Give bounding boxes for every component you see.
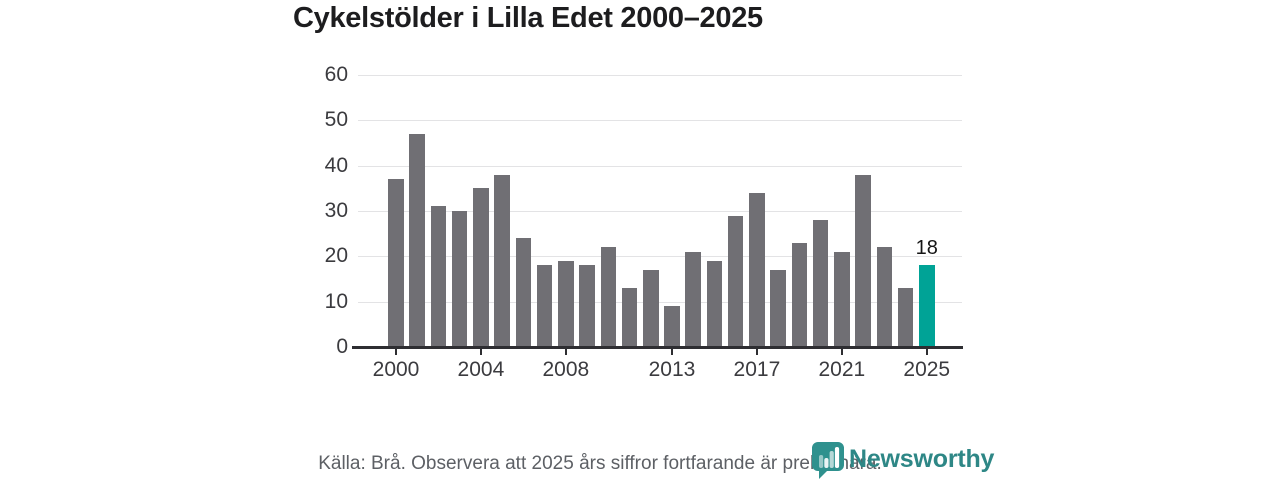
bar-2006 [515, 238, 532, 347]
gridline-10 [358, 301, 962, 303]
bar-2007 [536, 265, 553, 347]
gridline-20 [358, 256, 962, 258]
bar-2014 [685, 251, 701, 347]
y-tick-label-40: 40 [324, 153, 348, 177]
bar-2001 [409, 133, 425, 347]
y-tick-label-30: 30 [324, 199, 348, 222]
x-tick-label-2004: 2004 [457, 358, 505, 381]
y-tick-label-50: 50 [324, 108, 348, 132]
bar-2020 [812, 220, 829, 347]
x-tick-2017 [756, 348, 758, 355]
x-tick-label-2000: 2000 [372, 358, 420, 381]
bar-2000 [388, 179, 404, 347]
bar-2003 [451, 211, 468, 347]
y-tick-label-10: 10 [324, 289, 348, 313]
x-tick-label-2021: 2021 [818, 358, 866, 381]
bar-2022 [855, 174, 871, 347]
source-note: Källa: Brå. Observera att 2025 års siffr… [318, 453, 882, 474]
x-tick-2008 [565, 348, 567, 355]
x-tick-label-2025: 2025 [903, 358, 951, 381]
bar-2009 [579, 265, 595, 347]
gridline-30 [358, 211, 962, 212]
bar-2011 [621, 288, 638, 347]
x-tick-2013 [671, 348, 673, 355]
chart-title: Cykelstölder i Lilla Edet 2000–2025 [293, 2, 763, 34]
x-tick-label-2013: 2013 [648, 358, 696, 381]
x-tick-2021 [841, 348, 843, 355]
bar-2002 [430, 206, 447, 347]
bar-2005 [494, 174, 510, 347]
newsworthy-logo: Newsworthy [812, 442, 994, 479]
bar-2018 [770, 269, 786, 347]
bar-2008 [558, 260, 574, 347]
bar-2004 [473, 188, 489, 347]
newsworthy-wordmark: Newsworthy [849, 445, 995, 473]
bar-2010 [600, 247, 617, 347]
bar-2023 [876, 247, 893, 347]
bar-2015 [706, 260, 723, 347]
gridline-40 [358, 165, 962, 167]
plot-area: 18 [358, 75, 962, 347]
y-tick-label-60: 60 [324, 63, 348, 86]
y-tick-label-0: 0 [336, 335, 348, 358]
x-tick-2025 [926, 348, 928, 355]
bar-2016 [727, 215, 744, 347]
x-tick-label-2008: 2008 [542, 358, 590, 381]
gridline-50 [358, 120, 962, 122]
x-tick-2000 [395, 348, 397, 355]
bar-2013 [664, 306, 680, 347]
bar-2021 [834, 251, 850, 347]
x-tick-label-2017: 2017 [733, 358, 781, 381]
gridline-60 [358, 75, 962, 76]
bar-2017 [749, 192, 765, 347]
bar-2024 [897, 288, 914, 347]
bar-2012 [643, 269, 659, 347]
x-axis-line [352, 346, 963, 349]
y-tick-label-20: 20 [324, 244, 348, 268]
bar-2025 [919, 265, 935, 347]
bar-2019 [791, 242, 808, 347]
bar-value-label-2025: 18 [915, 237, 938, 260]
x-tick-2004 [480, 348, 482, 355]
newsworthy-chart-bubble-icon [812, 442, 844, 479]
